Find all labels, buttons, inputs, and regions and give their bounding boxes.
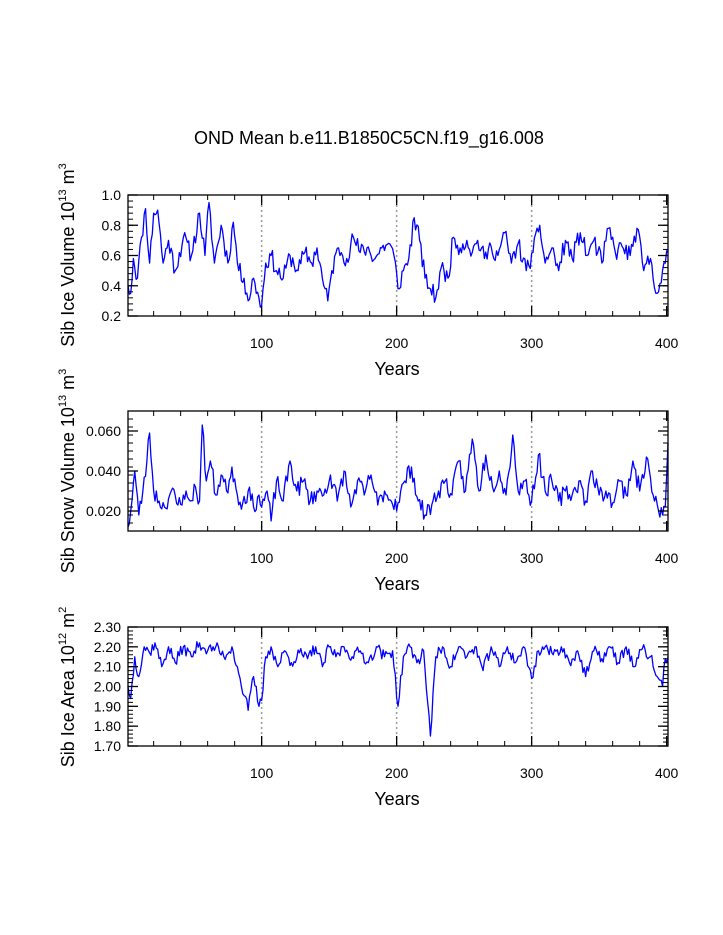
y-tick-label: 0.2 [102, 308, 122, 324]
y-axis-title-unit: m [58, 375, 78, 395]
chart-panel-1: 100 200 300 400 0.2 0.4 0.6 0.8 1.0 Years Sib Ice … [57, 163, 679, 379]
y-axis-title-unit-exponent: 2 [57, 607, 69, 613]
y-axis-title-main: Sib Ice Volume 10 [58, 202, 78, 347]
x-tick-label: 300 [520, 335, 544, 351]
series-line [127, 424, 669, 528]
plot-frame [127, 410, 669, 532]
x-tick-label: 100 [250, 335, 274, 351]
x-axis-title: Years [374, 789, 419, 809]
y-axis-title-unit-exponent: 3 [57, 369, 69, 375]
y-axis-title-main: Sib Ice Area 10 [58, 645, 78, 767]
y-axis-title-unit: m [58, 169, 78, 189]
y-tick-label: 0.040 [86, 463, 121, 479]
x-tick-label: 200 [385, 335, 409, 351]
x-tick-label: 400 [655, 335, 679, 351]
y-axis-title: Sib Ice Area 1012 m2 [57, 607, 78, 767]
x-tick-label: 300 [520, 550, 544, 566]
x-tick-label: 100 [250, 550, 274, 566]
x-axis-title: Years [374, 574, 419, 594]
y-tick-label: 0.8 [102, 217, 122, 233]
x-tick-label: 400 [655, 550, 679, 566]
y-tick-label: 0.060 [86, 423, 121, 439]
y-axis-title-exponent: 12 [57, 633, 69, 645]
y-tick-label: 1.80 [94, 718, 121, 734]
y-tick-label: 0.6 [102, 248, 122, 264]
y-axis-title-unit-exponent: 3 [57, 163, 69, 169]
series-line [127, 641, 669, 737]
y-axis-title-exponent: 13 [57, 395, 69, 407]
y-tick-label: 2.00 [94, 679, 121, 695]
plot-frame [127, 626, 669, 747]
series-line [127, 201, 669, 308]
y-tick-label: 0.020 [86, 503, 121, 519]
chart-title: OND Mean b.e11.B1850C5CN.f19_g16.008 [194, 128, 544, 149]
chart-panel-3: 100 200 300 400 1.70 1.80 1.90 2.00 2.10 2.20 2.30… [57, 607, 679, 809]
x-tick-label: 300 [520, 765, 544, 781]
x-tick-label: 100 [250, 765, 274, 781]
y-axis-title-main: Sib Snow Volume 10 [58, 407, 78, 573]
x-tick-label: 400 [655, 765, 679, 781]
y-tick-label: 0.4 [102, 278, 122, 294]
x-tick-label: 200 [385, 550, 409, 566]
y-axis-title: Sib Ice Volume 1013 m3 [57, 163, 78, 346]
y-tick-label: 1.90 [94, 698, 121, 714]
y-tick-label: 1.0 [102, 187, 122, 203]
y-tick-label: 2.20 [94, 639, 121, 655]
y-axis-title-exponent: 13 [57, 189, 69, 201]
y-tick-label: 1.70 [94, 738, 121, 754]
y-tick-label: 2.30 [94, 619, 121, 635]
chart-panel-2: 100 200 300 400 0.020 0.040 0.060 Years Sib Snow… [57, 369, 679, 594]
x-tick-label: 200 [385, 765, 409, 781]
y-axis-title-unit: m [58, 613, 78, 633]
y-axis-title: Sib Snow Volume 1013 m3 [57, 369, 78, 573]
x-axis-title: Years [374, 359, 419, 379]
y-tick-label: 2.10 [94, 659, 121, 675]
